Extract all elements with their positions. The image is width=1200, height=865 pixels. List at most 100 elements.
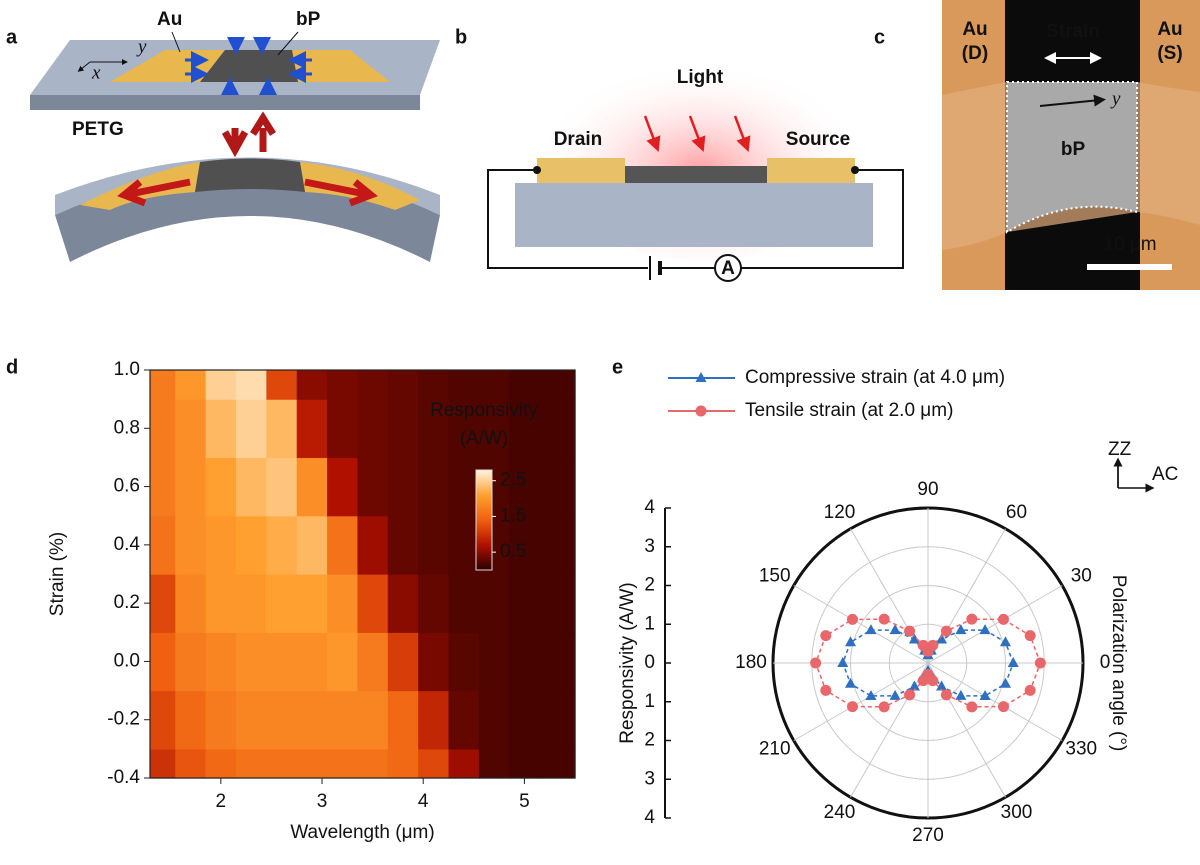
- flake: [625, 166, 767, 183]
- heat-cell: [357, 632, 389, 692]
- heat-cell: [266, 690, 298, 750]
- heat-cell: [478, 574, 510, 633]
- heat-cell: [418, 690, 450, 750]
- heat-cell: [539, 515, 576, 575]
- heat-cell: [357, 399, 389, 459]
- point: [1007, 657, 1019, 667]
- substrate-label: PETG: [72, 119, 124, 140]
- angular-grid: [927, 662, 1006, 798]
- point: [979, 624, 991, 635]
- heat-cell: [418, 574, 450, 633]
- heat-cell: [150, 457, 176, 517]
- slab-side: [30, 95, 420, 110]
- heat-cell: [448, 574, 480, 633]
- heat-cell: [236, 399, 267, 459]
- y-tick-label: 0.0: [114, 650, 140, 671]
- heat-cell: [327, 457, 359, 517]
- contact: [533, 166, 541, 174]
- point: [927, 675, 939, 687]
- r-tick-label: 2: [644, 730, 655, 751]
- y-axis-label: Strain (%): [47, 532, 68, 616]
- colorbar-tick-label: 1.5: [500, 505, 526, 526]
- panel-label: d: [6, 356, 18, 378]
- point: [865, 689, 877, 700]
- heat-cell: [357, 574, 389, 633]
- heat-cell: [236, 515, 267, 575]
- heat-cell: [150, 515, 176, 575]
- panel-c: c Au (D) Au (S) Strain y bP 10 μm: [874, 0, 1200, 290]
- heat-cell: [387, 457, 419, 517]
- heat-cell: [205, 690, 237, 750]
- heat-cell: [327, 574, 359, 633]
- heat-cell: [266, 632, 298, 692]
- au-d-label: (D): [962, 43, 988, 64]
- angle-tick-label: 270: [912, 825, 944, 846]
- heat-cell: [448, 632, 480, 692]
- heat-cell: [296, 574, 328, 633]
- heat-cell: [205, 632, 237, 692]
- au-label: Au: [157, 9, 182, 30]
- source-pad: [767, 158, 855, 183]
- y-tick-label: 0.6: [114, 476, 140, 497]
- heat-cell: [509, 748, 541, 779]
- heat-cell: [509, 574, 541, 633]
- angle-tick-label: 210: [759, 739, 791, 760]
- r-tick-label: 2: [644, 575, 655, 596]
- heat-cell: [509, 632, 541, 692]
- source-label: Source: [786, 129, 850, 150]
- point: [889, 689, 901, 700]
- colorbar-tick-label: 2.5: [500, 470, 526, 491]
- heat-cell: [296, 748, 328, 779]
- heat-cell: [478, 370, 510, 400]
- legend-label: Tensile strain (at 2.0 μm): [745, 400, 953, 421]
- x-axis-label: Wavelength (μm): [290, 822, 434, 843]
- heat-cell: [175, 574, 207, 633]
- heat-cell: [175, 632, 207, 692]
- point: [940, 689, 952, 701]
- heat-cell: [387, 632, 419, 692]
- heat-cell: [478, 748, 510, 779]
- point: [904, 689, 916, 701]
- flake-label: bP: [1061, 139, 1086, 160]
- heat-cell: [150, 399, 176, 459]
- heat-cell: [539, 399, 576, 459]
- flake: [1006, 81, 1138, 234]
- heat-cell: [539, 370, 576, 400]
- au-s-label: (S): [1157, 43, 1182, 64]
- colorbar-tick-label: 0.5: [500, 541, 526, 562]
- r-tick-label: 0: [644, 652, 655, 673]
- heat-cell: [448, 515, 480, 575]
- scale-bar: [1087, 264, 1172, 270]
- angle-tick-label: 120: [824, 502, 856, 523]
- heat-cell: [205, 515, 237, 575]
- axis: [1039, 94, 1106, 107]
- heat-cell: [418, 370, 450, 400]
- leader: [171, 31, 181, 53]
- heat-cell: [236, 632, 267, 692]
- angle-tick-label: 180: [735, 652, 767, 673]
- heat-cell: [509, 370, 541, 400]
- colorbar: [475, 469, 493, 571]
- heat-cell: [296, 515, 328, 575]
- y-tick-label: -0.4: [107, 767, 140, 788]
- angular-grid: [793, 662, 929, 741]
- r-tick-label: 1: [644, 613, 655, 634]
- angular-grid: [927, 585, 1063, 664]
- heat-cell: [266, 457, 298, 517]
- angle-tick-label: 330: [1065, 739, 1097, 760]
- heat-cell: [478, 632, 510, 692]
- point: [999, 636, 1011, 647]
- angular-grid: [793, 585, 929, 664]
- point: [837, 657, 849, 667]
- ammeter: [714, 254, 742, 282]
- heat-cell: [327, 690, 359, 750]
- point: [966, 701, 978, 713]
- legend-marker: [695, 405, 707, 417]
- axis-y: y: [1110, 88, 1121, 109]
- colorbar-title: (A/W): [460, 428, 509, 449]
- colorbar-title: Responsivity: [430, 400, 538, 421]
- inset-axes: [1117, 460, 1150, 488]
- flake: [200, 50, 298, 82]
- heat-cell: [205, 399, 237, 459]
- point: [889, 624, 901, 635]
